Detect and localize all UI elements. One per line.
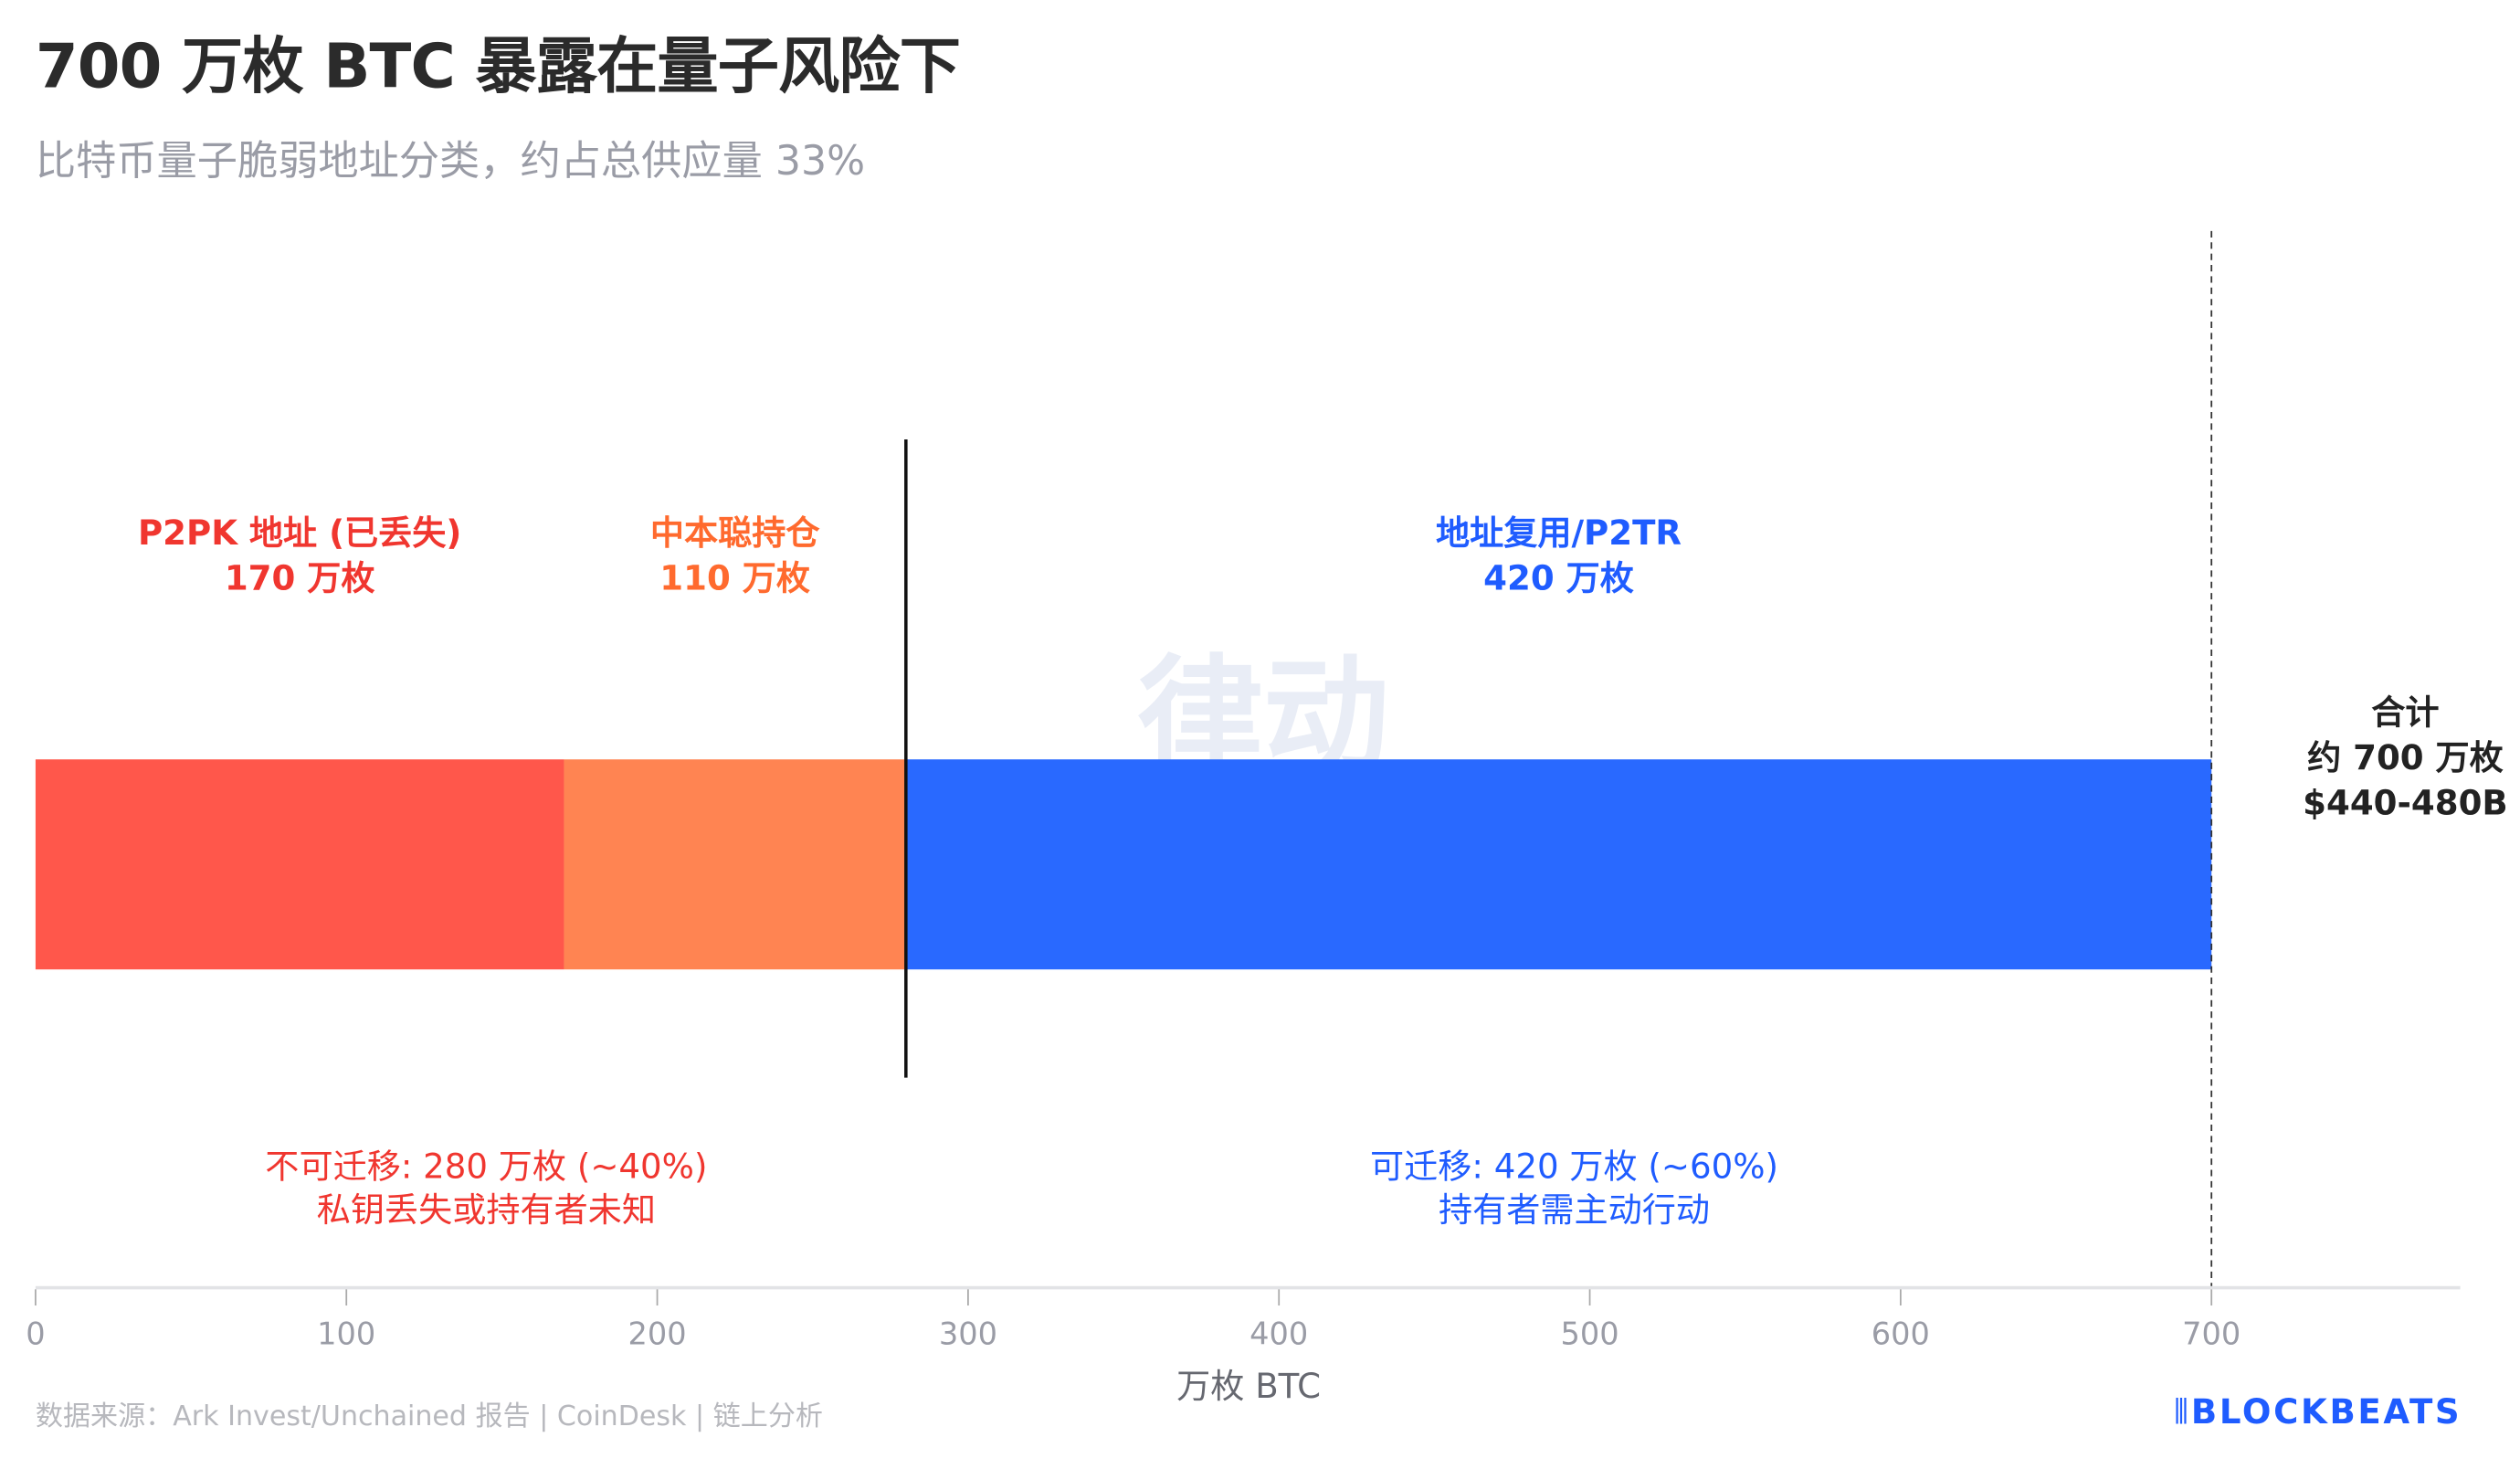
chart-subtitle: 比特币量子脆弱地址分类，约占总供应量 33% <box>35 137 866 185</box>
blockbeats-logo: ⦀BLOCKBEATS <box>2174 1393 2462 1433</box>
segment-name-label: 中本聪持仓 <box>650 513 821 553</box>
x-tick-label: 700 <box>2182 1316 2241 1351</box>
x-tick-label: 100 <box>317 1316 375 1351</box>
x-tick-label: 300 <box>939 1316 997 1351</box>
source-note: 数据来源：Ark Invest/Unchained 报告 | CoinDesk … <box>35 1400 823 1433</box>
x-axis-title: 万枚 BTC <box>1176 1367 1321 1406</box>
annotation-text: 可迁移: 420 万枚 (~60%) <box>1370 1147 1778 1186</box>
segment-name-label: 地址复用/P2TR <box>1436 513 1682 553</box>
logo-text: BLOCKBEATS <box>2190 1392 2462 1432</box>
annotation-text: 持有者需主动行动 <box>1439 1190 1710 1230</box>
bar-segment-1 <box>564 759 906 970</box>
total-label: 约 700 万枚 <box>2307 738 2504 777</box>
annotation-text: 不可迁移: 280 万枚 (~40%) <box>265 1147 707 1186</box>
segment-value-label: 170 万枚 <box>225 559 375 598</box>
bar-segment-2 <box>905 759 2212 970</box>
x-tick-label: 400 <box>1249 1316 1308 1351</box>
bar-segment-0 <box>35 759 564 970</box>
segment-name-label: P2PK 地址 (已丢失) <box>138 513 461 553</box>
x-tick-label: 600 <box>1872 1316 1930 1351</box>
segment-value-label: 110 万枚 <box>659 559 810 598</box>
x-tick-label: 500 <box>1560 1316 1618 1351</box>
x-tick-label: 200 <box>628 1316 687 1351</box>
segment-value-label: 420 万枚 <box>1483 559 1634 598</box>
chart-title: 700 万枚 BTC 暴露在量子风险下 <box>35 30 961 102</box>
total-label: $440-480B <box>2303 783 2508 822</box>
total-label: 合计 <box>2371 692 2439 732</box>
annotation-text: 私钥丢失或持有者未知 <box>317 1190 656 1230</box>
x-tick-label: 0 <box>26 1316 45 1351</box>
logo-bars-icon: ⦀ <box>2173 1392 2191 1432</box>
